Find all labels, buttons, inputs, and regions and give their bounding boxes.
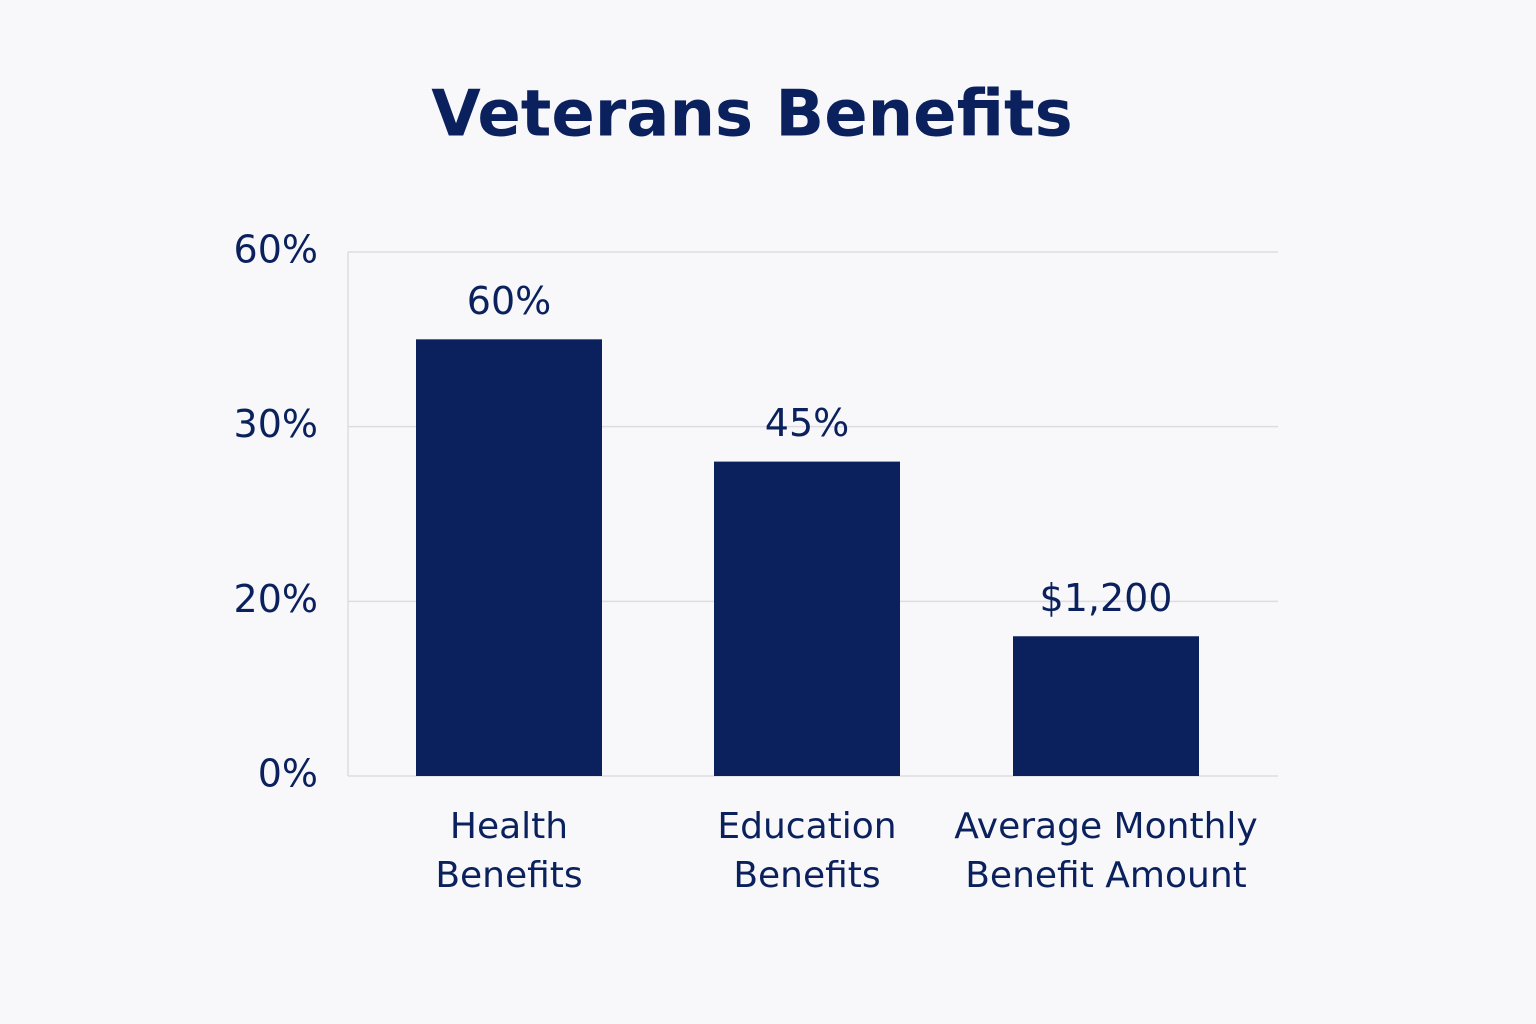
chart-title: Veterans Benefits	[431, 78, 1072, 152]
y-tick-label: 60%	[234, 228, 318, 272]
bar-annotation: 45%	[765, 401, 849, 445]
x-tick-label: Health Benefits	[435, 806, 583, 896]
bar	[714, 461, 900, 776]
bar	[416, 339, 602, 776]
x-tick-label: Average Monthly Benefit Amount	[954, 806, 1258, 896]
bar-annotation: 60%	[467, 279, 551, 323]
bar-annotation: $1,200	[1040, 576, 1173, 620]
x-tick-label: Education Benefits	[717, 806, 897, 896]
y-tick-label: 20%	[234, 577, 318, 621]
y-tick-label: 30%	[234, 402, 318, 446]
y-tick-label: 0%	[258, 752, 318, 796]
bar	[1013, 636, 1199, 776]
